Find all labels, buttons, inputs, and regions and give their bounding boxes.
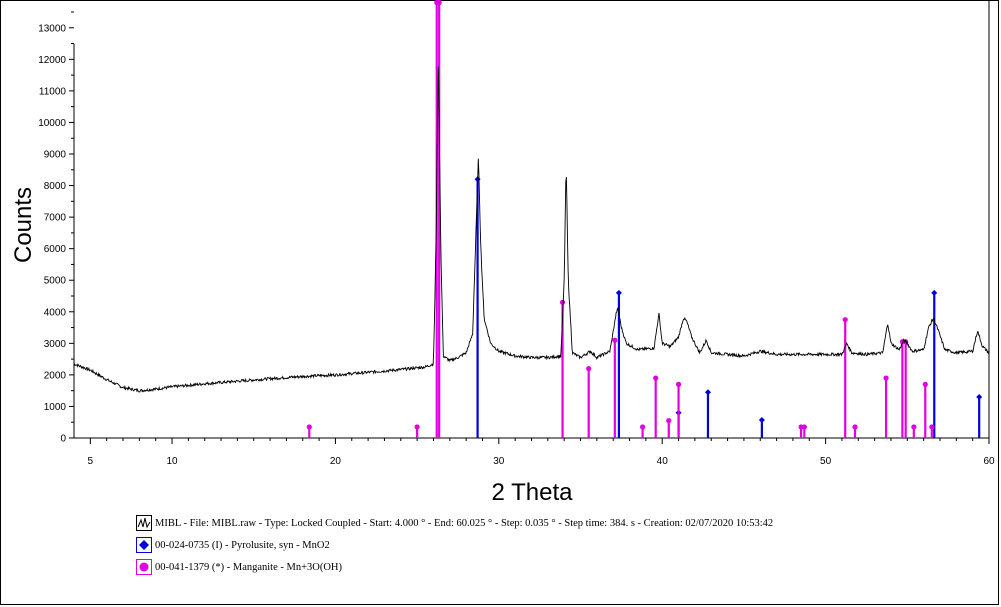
y-tick-label: 11000 [39, 86, 67, 97]
stick-marker-circle [640, 424, 646, 430]
stick-marker-circle [883, 375, 889, 381]
stick-marker-circle [586, 365, 592, 372]
manganite-sticks [306, 0, 935, 438]
y-tick-label: 0 [60, 434, 66, 445]
pattern-line-icon [136, 515, 152, 531]
stick-marker-circle [842, 317, 848, 323]
legend-label-pattern: MIBL - File: MIBL.raw - Type: Locked Cou… [155, 517, 774, 529]
circle-icon [136, 559, 152, 575]
y-tick-label: 6000 [44, 244, 67, 255]
diffraction-pattern [74, 66, 990, 393]
stick-marker-diamond [615, 289, 622, 296]
x-tick-label: 30 [493, 456, 505, 467]
legend: MIBL - File: MIBL.raw - Type: Locked Cou… [136, 512, 773, 578]
stick-marker-circle [911, 424, 917, 430]
y-tick-label: 9000 [44, 150, 67, 161]
x-axis-title: 2 Theta [492, 479, 574, 506]
diamond-icon [136, 537, 152, 553]
axes: 0 1000 2000 3000 4000 5000 6000 7000 8000 9000 100… [38, 0, 995, 467]
stick-marker-diamond [931, 289, 938, 296]
stick-marker-circle [414, 424, 420, 430]
x-tick-label: 60 [983, 456, 995, 467]
y-tick-label: 1000 [44, 402, 67, 413]
stick-marker-circle [929, 424, 935, 430]
y-tick-label: 7000 [44, 213, 67, 224]
x-tick-label: 50 [820, 456, 832, 467]
y-tick-label: 8000 [44, 181, 67, 192]
y-tick-label: 2000 [44, 370, 67, 381]
y-tick-label: 13000 [38, 23, 66, 34]
legend-item-manganite: 00-041-1379 (*) - Manganite - Mn+3O(OH) [136, 556, 773, 578]
x-tick-label: 5 [88, 456, 94, 467]
stick-marker-diamond [758, 417, 765, 424]
stick-marker-circle [306, 424, 312, 430]
stick-marker-circle [801, 424, 807, 430]
legend-item-pyrolusite: 00-024-0735 (I) - Pyrolusite, syn - MnO2 [136, 534, 773, 556]
y-tick-label: 12000 [38, 55, 66, 66]
y-axis-title: Counts [10, 187, 37, 263]
x-tick-label: 10 [166, 456, 178, 467]
legend-label-pyrolusite: 00-024-0735 (I) - Pyrolusite, syn - MnO2 [155, 539, 330, 551]
x-tick-label: 20 [330, 456, 342, 467]
y-tick-label: 4000 [44, 307, 67, 318]
stick-marker-circle [653, 375, 659, 381]
x-tick-label: 40 [657, 456, 669, 467]
xrd-chart: 0 1000 2000 3000 4000 5000 6000 7000 8000 9000 100… [10, 0, 995, 506]
stick-marker-circle [559, 299, 566, 305]
y-tick-label: 3000 [44, 339, 67, 350]
y-tick-label: 5000 [44, 276, 67, 287]
y-tick-label: 10000 [38, 118, 66, 129]
stick-marker-circle [612, 337, 618, 343]
legend-label-manganite: 00-041-1379 (*) - Manganite - Mn+3O(OH) [155, 561, 343, 573]
stick-marker-diamond [976, 393, 983, 400]
legend-item-pattern: MIBL - File: MIBL.raw - Type: Locked Cou… [136, 512, 773, 534]
stick-marker-circle [675, 381, 682, 387]
stick-marker-circle [852, 424, 858, 430]
stick-marker-diamond [704, 389, 711, 396]
pattern-line [74, 66, 990, 393]
stick-marker-circle [436, 0, 442, 6]
stick-marker-circle [666, 418, 672, 424]
stick-marker-circle [922, 381, 928, 387]
reference-sticks [306, 0, 983, 438]
